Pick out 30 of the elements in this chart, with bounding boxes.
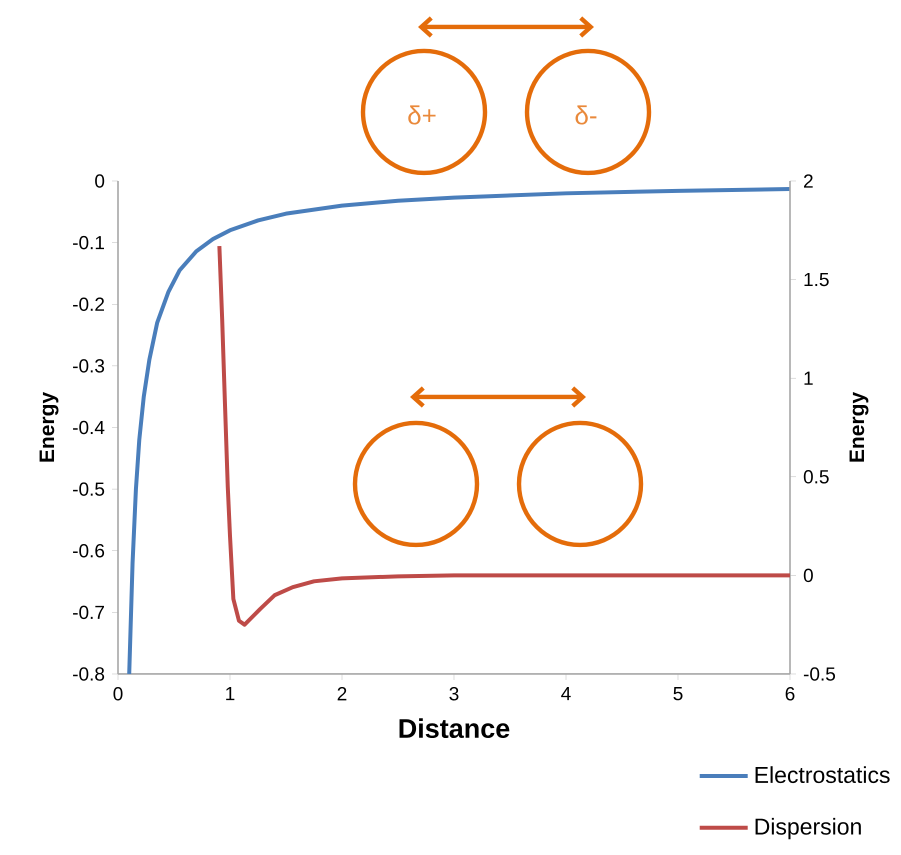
legend-label: Dispersion (756, 818, 861, 840)
x-axis-title: Distance (400, 718, 510, 738)
y-tick-label: 0 (95, 174, 104, 188)
x-tick-label: 3 (449, 687, 458, 701)
y2-tick-label: -0.5 (804, 667, 836, 681)
y-tick-label: -0.5 (73, 482, 104, 496)
y2-tick-label: 1 (804, 372, 813, 385)
x-tick-label: 5 (673, 687, 682, 700)
x-tick-label: 6 (786, 687, 794, 701)
x-tick-label: 4 (561, 687, 571, 700)
y2-tick-label: 0.5 (804, 470, 829, 484)
x-tick-label: 0 (113, 687, 123, 701)
y-tick-label: -0.7 (73, 606, 104, 620)
legend-label: Electrostatics (756, 766, 890, 784)
y2-tick-label: 0 (804, 568, 813, 582)
y2-axis-title: Energy (850, 392, 868, 462)
y-tick-label: -0.2 (73, 298, 104, 311)
x-tick-label: 1 (226, 687, 234, 700)
y-axis-title: Energy (40, 392, 58, 462)
y-tick-label: -0.8 (73, 667, 104, 681)
text: δ- (576, 105, 596, 125)
y2-tick-label: 2 (804, 174, 813, 188)
text: δ+ (408, 105, 436, 125)
y-tick-label: -0.3 (73, 359, 104, 373)
y2-tick-label: 1.5 (804, 272, 829, 286)
y-tick-label: -0.1 (73, 236, 104, 250)
x-tick-label: 2 (338, 687, 346, 700)
line-series (127, 187, 790, 674)
y-tick-label: -0.6 (73, 544, 104, 558)
y-tick-label: -0.4 (73, 420, 104, 434)
